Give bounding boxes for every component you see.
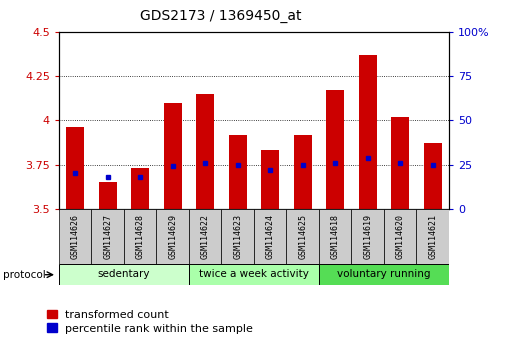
Bar bbox=[229, 135, 247, 209]
Bar bbox=[164, 103, 182, 209]
Bar bbox=[417, 209, 449, 264]
Bar bbox=[319, 264, 449, 285]
Bar bbox=[424, 143, 442, 209]
Text: GDS2173 / 1369450_at: GDS2173 / 1369450_at bbox=[140, 9, 301, 23]
Text: GSM114621: GSM114621 bbox=[428, 214, 437, 259]
Text: GSM114627: GSM114627 bbox=[103, 214, 112, 259]
Bar bbox=[91, 209, 124, 264]
Text: GSM114629: GSM114629 bbox=[168, 214, 177, 259]
Bar bbox=[319, 209, 351, 264]
Bar bbox=[359, 55, 377, 209]
Text: voluntary running: voluntary running bbox=[337, 269, 430, 279]
Text: sedentary: sedentary bbox=[97, 269, 150, 279]
Bar bbox=[59, 264, 189, 285]
Text: GSM114623: GSM114623 bbox=[233, 214, 242, 259]
Bar bbox=[222, 209, 254, 264]
Text: protocol: protocol bbox=[3, 270, 45, 280]
Text: GSM114619: GSM114619 bbox=[363, 214, 372, 259]
Bar bbox=[59, 209, 91, 264]
Text: GSM114625: GSM114625 bbox=[298, 214, 307, 259]
Bar bbox=[384, 209, 417, 264]
Bar bbox=[131, 168, 149, 209]
Bar bbox=[66, 127, 84, 209]
Bar bbox=[286, 209, 319, 264]
Bar bbox=[189, 264, 319, 285]
Bar bbox=[99, 182, 116, 209]
Bar bbox=[156, 209, 189, 264]
Text: GSM114622: GSM114622 bbox=[201, 214, 210, 259]
Text: GSM114624: GSM114624 bbox=[266, 214, 274, 259]
Bar bbox=[326, 90, 344, 209]
Bar bbox=[254, 209, 286, 264]
Bar bbox=[294, 135, 311, 209]
Text: GSM114620: GSM114620 bbox=[396, 214, 405, 259]
Bar bbox=[391, 117, 409, 209]
Text: GSM114628: GSM114628 bbox=[136, 214, 145, 259]
Text: GSM114618: GSM114618 bbox=[331, 214, 340, 259]
Bar bbox=[351, 209, 384, 264]
Bar bbox=[189, 209, 222, 264]
Text: twice a week activity: twice a week activity bbox=[199, 269, 309, 279]
Bar bbox=[261, 150, 279, 209]
Text: GSM114626: GSM114626 bbox=[71, 214, 80, 259]
Legend: transformed count, percentile rank within the sample: transformed count, percentile rank withi… bbox=[47, 310, 253, 333]
Bar bbox=[196, 94, 214, 209]
Bar bbox=[124, 209, 156, 264]
